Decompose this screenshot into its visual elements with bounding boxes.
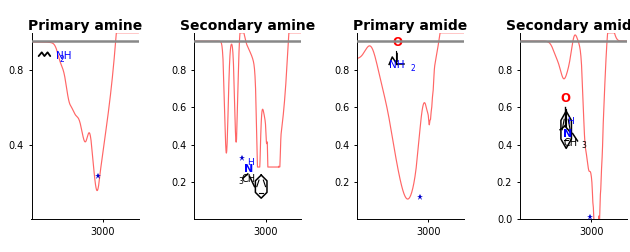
Title: Secondary amide: Secondary amide <box>506 19 630 33</box>
Text: O: O <box>560 91 570 105</box>
Text: NH: NH <box>55 51 71 61</box>
Text: CH: CH <box>564 138 578 148</box>
Text: N: N <box>563 129 572 139</box>
Text: 3: 3 <box>239 177 243 186</box>
Text: NH: NH <box>389 60 404 70</box>
Text: O: O <box>392 36 402 49</box>
Text: N: N <box>244 164 254 174</box>
Title: Secondary amine: Secondary amine <box>180 19 316 33</box>
Text: H: H <box>247 158 253 167</box>
Text: 2: 2 <box>59 55 64 64</box>
Text: 3: 3 <box>581 141 587 150</box>
Text: CH: CH <box>242 174 256 184</box>
Title: Primary amide: Primary amide <box>353 19 467 33</box>
Text: 2: 2 <box>411 64 415 73</box>
Text: H: H <box>568 117 574 126</box>
Title: Primary amine: Primary amine <box>28 19 142 33</box>
